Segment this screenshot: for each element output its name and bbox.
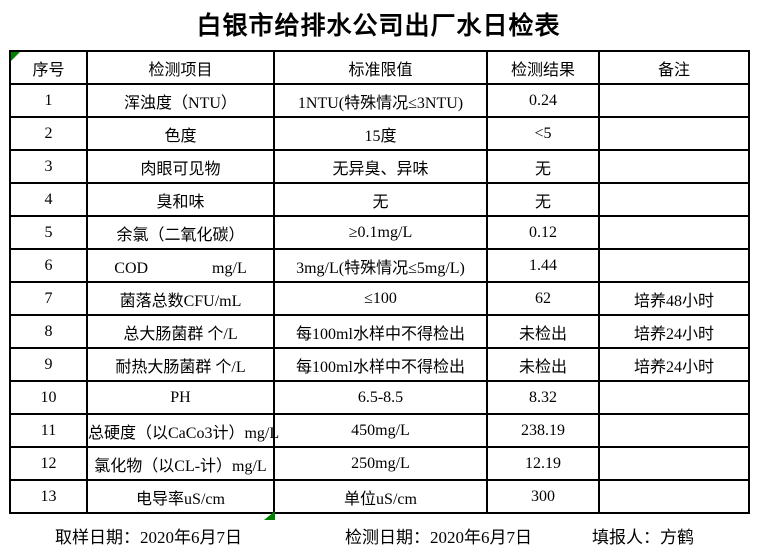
table-row: 6 COD mg/L 3mg/L(特殊情况≤5mg/L) 1.44: [9, 248, 750, 283]
table-header-row: 序号 检测项目 标准限值 检测结果 备注: [9, 50, 750, 85]
cell-limit: 无: [273, 182, 488, 217]
table-row: 13 电导率uS/cm 单位uS/cm 300: [9, 479, 750, 514]
cell-remark: [598, 248, 750, 283]
table-row: 4 臭和味 无 无: [9, 182, 750, 217]
inspection-table: 序号 检测项目 标准限值 检测结果 备注 1 浑浊度（NTU） 1NTU(特殊情…: [9, 50, 750, 514]
cell-limit: 每100ml水样中不得检出: [273, 314, 488, 349]
cell-limit: 每100ml水样中不得检出: [273, 347, 488, 382]
cell-limit: 6.5-8.5: [273, 380, 488, 415]
cell-result: 0.12: [486, 215, 600, 250]
cell-item: 电导率uS/cm: [86, 479, 275, 514]
cell-item: COD mg/L: [86, 248, 275, 283]
table-row: 3 肉眼可见物 无异臭、异味 无: [9, 149, 750, 184]
cell-result: 未检出: [486, 347, 600, 382]
cell-result: 12.19: [486, 446, 600, 481]
cell-remark: [598, 380, 750, 415]
cell-limit: 15度: [273, 116, 488, 151]
header-remark: 备注: [598, 50, 750, 85]
cell-item: 浑浊度（NTU）: [86, 83, 275, 118]
cell-item: 菌落总数CFU/mL: [86, 281, 275, 316]
cell-limit: 450mg/L: [273, 413, 488, 448]
cell-item: 氯化物（以CL-计）mg/L: [86, 446, 275, 481]
table-row: 9 耐热大肠菌群 个/L 每100ml水样中不得检出 未检出 培养24小时: [9, 347, 750, 382]
cell-no: 9: [9, 347, 88, 382]
cell-result: 0.24: [486, 83, 600, 118]
table-row: 5 余氯（二氧化碳） ≥0.1mg/L 0.12: [9, 215, 750, 250]
cell-limit: 无异臭、异味: [273, 149, 488, 184]
cell-no: 11: [9, 413, 88, 448]
table-row: 7 菌落总数CFU/mL ≤100 62 培养48小时: [9, 281, 750, 316]
header-no: 序号: [9, 50, 88, 85]
cell-result: 62: [486, 281, 600, 316]
cell-result: 未检出: [486, 314, 600, 349]
sampling-date-label: 取样日期：2020年6月7日: [55, 528, 242, 547]
cell-no: 3: [9, 149, 88, 184]
header-item: 检测项目: [86, 50, 275, 85]
cell-no: 4: [9, 182, 88, 217]
cell-item: 耐热大肠菌群 个/L: [86, 347, 275, 382]
cell-remark: [598, 446, 750, 481]
cell-result: <5: [486, 116, 600, 151]
cell-result: 238.19: [486, 413, 600, 448]
cell-no: 6: [9, 248, 88, 283]
cell-no: 7: [9, 281, 88, 316]
cell-result: 8.32: [486, 380, 600, 415]
cell-item: 总硬度（以CaCo3计）mg/L: [86, 413, 279, 448]
reporter-label: 填报人：方鹤: [592, 528, 694, 547]
cell-remark: [598, 149, 750, 184]
cell-remark: [598, 182, 750, 217]
table-row: 11 总硬度（以CaCo3计）mg/L 450mg/L 238.19: [9, 413, 750, 448]
cell-limit: 单位uS/cm: [273, 479, 488, 514]
excel-bottom-marker-icon: [264, 511, 275, 520]
cell-item: PH: [86, 380, 275, 415]
cell-result: 无: [486, 182, 600, 217]
header-result: 检测结果: [486, 50, 600, 85]
cell-no: 13: [9, 479, 88, 514]
table-row: 8 总大肠菌群 个/L 每100ml水样中不得检出 未检出 培养24小时: [9, 314, 750, 349]
cell-remark: [598, 215, 750, 250]
cell-item: 肉眼可见物: [86, 149, 275, 184]
cell-no: 12: [9, 446, 88, 481]
cell-remark: [598, 116, 750, 151]
cell-item: 色度: [86, 116, 275, 151]
cell-remark: [598, 479, 750, 514]
cell-remark: 培养24小时: [598, 314, 750, 349]
cell-remark: [598, 413, 750, 448]
cell-no: 10: [9, 380, 88, 415]
page-title: 白银市给排水公司出厂水日检表: [196, 12, 561, 40]
table-row: 10 PH 6.5-8.5 8.32: [9, 380, 750, 415]
cell-result: 300: [486, 479, 600, 514]
cell-no: 2: [9, 116, 88, 151]
cell-limit: 1NTU(特殊情况≤3NTU): [273, 83, 488, 118]
header-limit: 标准限值: [273, 50, 488, 85]
table-row: 2 色度 15度 <5: [9, 116, 750, 151]
cell-remark: 培养48小时: [598, 281, 750, 316]
cell-no: 8: [9, 314, 88, 349]
cell-limit: ≤100: [273, 281, 488, 316]
cell-limit: ≥0.1mg/L: [273, 215, 488, 250]
cell-result: 无: [486, 149, 600, 184]
cell-no: 1: [9, 83, 88, 118]
footer: 取样日期：2020年6月7日 检测日期：2020年6月7日 填报人：方鹤: [0, 521, 757, 551]
excel-corner-marker-icon: [11, 52, 20, 61]
cell-result: 1.44: [486, 248, 600, 283]
cell-remark: [598, 83, 750, 118]
cell-remark: 培养24小时: [598, 347, 750, 382]
cell-item: 总大肠菌群 个/L: [86, 314, 275, 349]
cell-no: 5: [9, 215, 88, 250]
cell-item: 臭和味: [86, 182, 275, 217]
table-row: 1 浑浊度（NTU） 1NTU(特殊情况≤3NTU) 0.24: [9, 83, 750, 118]
cell-limit: 3mg/L(特殊情况≤5mg/L): [273, 248, 488, 283]
cell-item: 余氯（二氧化碳）: [86, 215, 275, 250]
cell-limit: 250mg/L: [273, 446, 488, 481]
table-row: 12 氯化物（以CL-计）mg/L 250mg/L 12.19: [9, 446, 750, 481]
test-date-label: 检测日期：2020年6月7日: [345, 528, 532, 547]
